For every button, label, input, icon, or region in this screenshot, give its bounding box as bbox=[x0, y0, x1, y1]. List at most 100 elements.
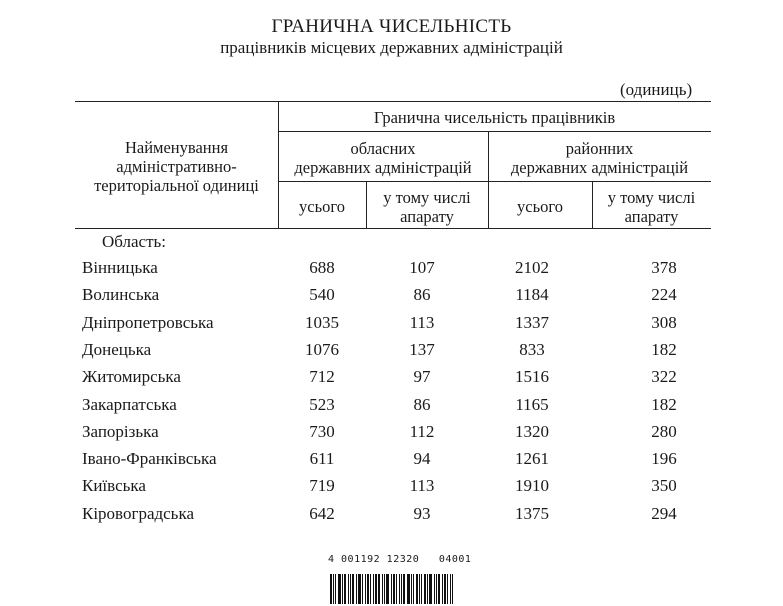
header-line: районних bbox=[565, 139, 634, 158]
cell-o-total: 611 bbox=[309, 449, 335, 469]
region-name: Дніпропетровська bbox=[82, 312, 214, 332]
cell-r-app: 182 bbox=[651, 339, 677, 359]
cell-o-total: 540 bbox=[309, 285, 335, 305]
barcode-bar bbox=[393, 574, 395, 604]
cell-o-app: 86 bbox=[413, 285, 431, 305]
cell-o-app: 94 bbox=[413, 449, 431, 469]
barcode-bar bbox=[382, 574, 383, 604]
cell-r-app: 182 bbox=[651, 394, 677, 414]
raion-header: районних державних адміністрацій bbox=[488, 139, 711, 177]
region-name: Закарпатська bbox=[82, 394, 177, 414]
barcode-bar bbox=[407, 574, 410, 604]
barcode-bar bbox=[352, 574, 354, 604]
header-line: у тому числі bbox=[383, 188, 471, 207]
barcode-icon bbox=[330, 570, 475, 604]
cell-r-total: 1261 bbox=[515, 449, 549, 469]
rule bbox=[278, 131, 711, 132]
cell-r-total: 1184 bbox=[515, 285, 549, 305]
barcode-bar bbox=[411, 574, 412, 604]
barcode-bar bbox=[333, 574, 334, 604]
region-name: Житомирська bbox=[82, 367, 181, 387]
barcode-bar bbox=[362, 574, 363, 604]
barcode-bar bbox=[424, 574, 426, 604]
rule bbox=[75, 228, 711, 229]
table-row: Житомирська 712 97 1516 322 bbox=[82, 367, 722, 394]
cell-r-total: 1320 bbox=[515, 421, 549, 441]
barcode-bar bbox=[344, 574, 346, 604]
barcode-bar bbox=[403, 574, 405, 604]
region-name: Київська bbox=[82, 476, 146, 496]
barcode-bar bbox=[427, 574, 428, 604]
header-line: обласних bbox=[350, 139, 416, 158]
barcode-bar bbox=[401, 574, 402, 604]
barcode-bar bbox=[370, 574, 371, 604]
table-row: Волинська 540 86 1184 224 bbox=[82, 285, 722, 312]
barcode-bar bbox=[375, 574, 377, 604]
units-label: (одиниць) bbox=[620, 80, 693, 99]
rule bbox=[592, 181, 593, 228]
oblast-header: обласних державних адміністрацій bbox=[278, 139, 488, 177]
cell-o-total: 730 bbox=[309, 421, 335, 441]
oblast-total-header: усього bbox=[299, 197, 345, 216]
cell-r-app: 224 bbox=[651, 285, 677, 305]
cell-o-total: 642 bbox=[309, 503, 335, 523]
barcode-bar bbox=[384, 574, 385, 604]
barcode-bar bbox=[419, 574, 420, 604]
cell-r-app: 350 bbox=[651, 476, 677, 496]
header-line: державних адміністрацій bbox=[294, 158, 472, 177]
barcode-bar bbox=[416, 574, 418, 604]
region-name: Запорізька bbox=[82, 421, 159, 441]
cell-o-total: 712 bbox=[309, 367, 335, 387]
cell-r-total: 1910 bbox=[515, 476, 549, 496]
rule bbox=[278, 181, 711, 182]
document-title: ГРАНИЧНА ЧИСЕЛЬНІСТЬ bbox=[271, 16, 512, 37]
cell-r-app: 308 bbox=[651, 312, 677, 332]
barcode-number: 4 001192 12320 04001 bbox=[328, 554, 472, 565]
cell-o-app: 113 bbox=[409, 476, 435, 496]
region-name: Івано-Франківська bbox=[82, 449, 217, 469]
rule bbox=[488, 131, 489, 228]
header-line: територіальної одиниці bbox=[94, 176, 259, 195]
barcode-bar bbox=[447, 574, 448, 604]
header-line: Найменування bbox=[124, 138, 229, 157]
table-row: Донецька 1076 137 833 182 bbox=[82, 340, 722, 367]
barcode-bar bbox=[413, 574, 414, 604]
rule bbox=[75, 101, 711, 102]
barcode-bar bbox=[350, 574, 351, 604]
barcode-bar bbox=[358, 574, 361, 604]
document-subtitle: працівників місцевих державних адміністр… bbox=[220, 38, 563, 57]
barcode-bar bbox=[378, 574, 380, 604]
barcode-bar bbox=[367, 574, 369, 604]
barcode-bar bbox=[444, 574, 446, 604]
cell-o-total: 688 bbox=[309, 258, 335, 277]
barcode-bar bbox=[386, 574, 389, 604]
barcode-bar bbox=[396, 574, 397, 604]
barcode-bar bbox=[330, 574, 332, 604]
barcode-bar bbox=[436, 574, 437, 604]
header-line: державних адміністрацій bbox=[510, 158, 689, 177]
header-line: апарату bbox=[624, 207, 679, 226]
cell-o-app: 137 bbox=[409, 339, 435, 359]
barcode-bar bbox=[373, 574, 374, 604]
region-name: Вінницька bbox=[82, 258, 158, 277]
cell-o-app: 93 bbox=[413, 503, 431, 523]
raion-incl-header: у тому числі апарату bbox=[592, 188, 711, 226]
barcode-bar bbox=[338, 574, 341, 604]
cell-o-total: 1035 bbox=[305, 312, 339, 332]
barcode-bar bbox=[442, 574, 443, 604]
table-row: Дніпропетровська 1035 113 1337 308 bbox=[82, 313, 722, 340]
barcode-bar bbox=[421, 574, 422, 604]
barcode-bar bbox=[365, 574, 366, 604]
header-line: у тому числі bbox=[607, 188, 696, 207]
barcode-bar bbox=[399, 574, 400, 604]
cell-r-app: 378 bbox=[651, 258, 677, 277]
barcode-bar bbox=[335, 574, 336, 604]
barcode-bar bbox=[429, 574, 432, 604]
cell-o-app: 86 bbox=[413, 394, 431, 414]
table-row: Запорізька 730 112 1320 280 bbox=[82, 422, 722, 449]
table-row: Київська 719 113 1910 350 bbox=[82, 476, 722, 503]
cell-r-total: 1375 bbox=[515, 503, 549, 523]
rule bbox=[366, 181, 367, 228]
name-column-header: Найменування адміністративно- територіал… bbox=[75, 138, 278, 195]
table-row: Кіровоградська 642 93 1375 294 bbox=[82, 504, 722, 531]
